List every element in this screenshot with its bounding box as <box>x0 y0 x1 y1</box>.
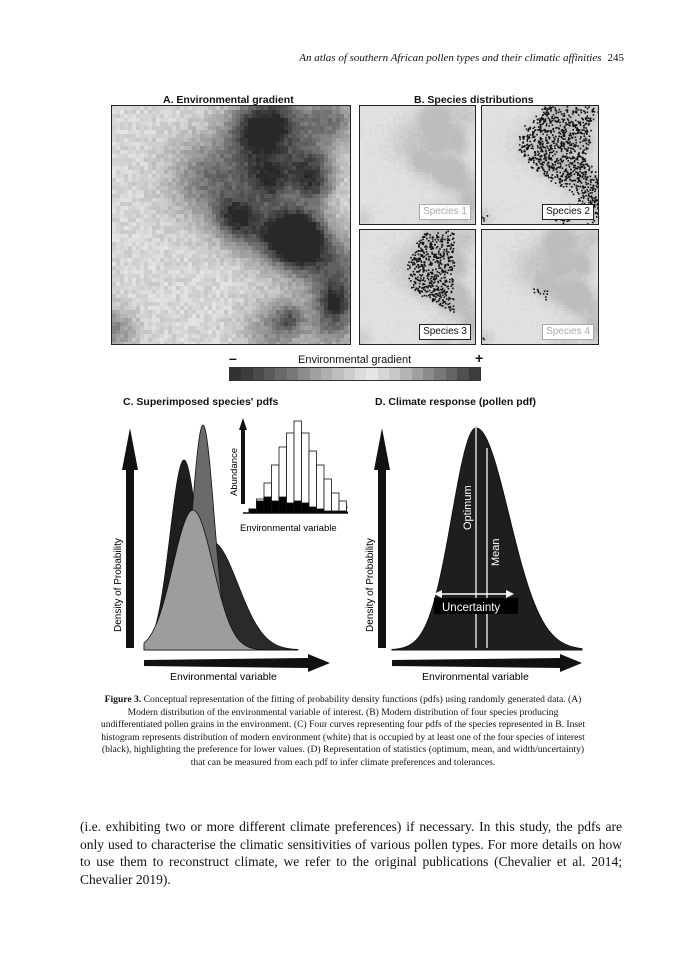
pdf-species-3 <box>143 509 298 651</box>
optimum-label: Optimum <box>462 485 474 530</box>
hist-bar-species <box>263 496 272 514</box>
hist-bar-species <box>248 508 257 514</box>
species-4-map: Species 4 <box>481 229 599 345</box>
hist-bar-species <box>278 496 287 514</box>
running-head-title: An atlas of southern African pollen type… <box>299 52 602 64</box>
species-2-image <box>482 106 598 224</box>
hist-bar-species <box>338 510 347 514</box>
environmental-gradient-map <box>111 105 351 345</box>
species-1-map: Species 1 <box>359 105 476 225</box>
uncertainty-label-box <box>434 598 518 614</box>
species-2-map: Species 2 <box>481 105 599 225</box>
panel-d-title: D. Climate response (pollen pdf) <box>375 396 537 408</box>
hist-bar-species <box>293 500 302 514</box>
caption-text: Conceptual representation of the fitting… <box>100 694 586 768</box>
figure-caption: Figure 3. Conceptual representation of t… <box>100 694 586 770</box>
panel-b-title: B. Species distributions <box>414 94 534 106</box>
gradient-color-bar <box>229 367 481 381</box>
hist-bar-species <box>301 502 310 514</box>
panel-c-title: C. Superimposed species' pdfs <box>123 396 279 408</box>
gradient-plus-sign: + <box>475 350 484 366</box>
hist-bar-species <box>308 506 317 514</box>
y-axis-label: Density of Probability <box>113 538 124 632</box>
gradient-map-image <box>112 106 350 344</box>
hist-bar-species <box>346 511 348 514</box>
hist-bar-species <box>331 510 340 514</box>
mean-label: Mean <box>490 538 502 566</box>
hist-bar-species <box>256 500 265 514</box>
caption-label: Figure 3. <box>104 694 142 705</box>
panel-c-figure: Density of Probability Environmental var… <box>113 418 348 680</box>
species-3-map: Species 3 <box>359 229 476 345</box>
uncertainty-label: Uncertainty <box>442 602 500 614</box>
hist-bar-environment <box>286 432 295 514</box>
hist-bar-environment <box>323 478 332 514</box>
hist-bar-environment <box>308 450 317 514</box>
species-2-label: Species 2 <box>542 204 594 220</box>
x-axis-label: Environmental variable <box>170 671 277 680</box>
hist-bar-species <box>271 500 280 514</box>
inset-y-arrow <box>239 418 247 504</box>
inset-x-label: Environmental variable <box>240 523 337 534</box>
panel-a-title: A. Environmental gradient <box>163 94 294 106</box>
gradient-minus-sign: – <box>229 350 237 366</box>
hist-bar-environment <box>293 420 302 514</box>
hist-bar-environment <box>316 464 325 514</box>
hist-bar-species <box>316 508 325 514</box>
hist-bar-species <box>286 502 295 514</box>
hist-bar-environment <box>346 506 348 514</box>
gradient-bar-label: Environmental gradient <box>298 354 412 366</box>
y-axis-arrow <box>122 428 138 648</box>
panel-d-figure: Density of Probability Environmental var… <box>365 426 583 680</box>
running-head: An atlas of southern African pollen type… <box>299 52 624 64</box>
x-axis-arrow <box>392 654 582 672</box>
hist-bar-species <box>323 510 332 514</box>
species-4-label: Species 4 <box>542 324 594 340</box>
y-axis-arrow <box>374 428 390 648</box>
page-number: 245 <box>607 52 625 64</box>
y-axis-label: Density of Probability <box>365 538 376 632</box>
body-paragraph: (i.e. exhibiting two or more different c… <box>80 819 622 887</box>
inset-y-label: Abundance <box>229 448 240 496</box>
x-axis-label: Environmental variable <box>422 671 529 680</box>
species-1-label: Species 1 <box>419 204 471 220</box>
inset-histogram: Abundance Environmental variable <box>229 418 348 534</box>
x-axis-arrow <box>144 654 330 672</box>
uncertainty-arrow <box>434 590 514 598</box>
hist-bar-environment <box>331 492 340 514</box>
species-3-label: Species 3 <box>419 324 471 340</box>
hist-bar-environment <box>301 432 310 514</box>
